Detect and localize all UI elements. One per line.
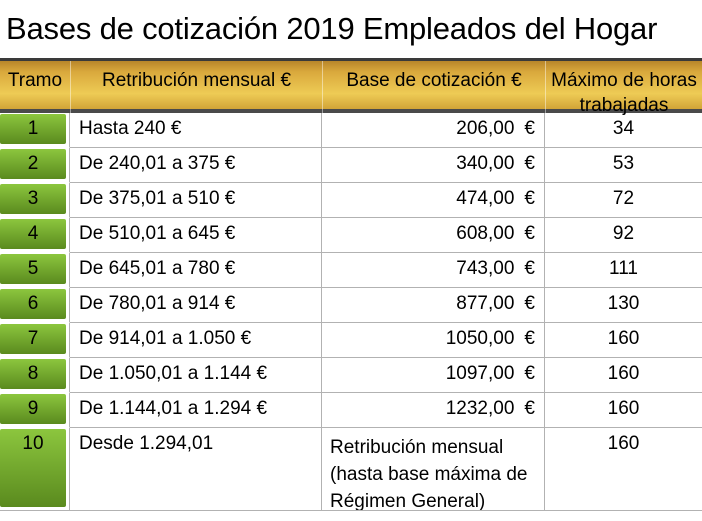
header-cell-tramo: Tramo — [7, 70, 63, 91]
table-header-row: Tramo Retribución mensual € Base de coti… — [0, 58, 702, 118]
base-cell: Retribución mensual (hasta base máxima d… — [322, 428, 545, 510]
retribucion-cell: De 1.050,01 a 1.144 € — [70, 358, 322, 393]
base-cell: 206,00 € — [322, 113, 545, 148]
euro-symbol: € — [524, 293, 535, 314]
base-cell: 340,00 € — [322, 148, 545, 183]
base-amount: 1097,00 — [445, 363, 515, 384]
horas-cell: 53 — [545, 148, 702, 183]
header-cell-retribucion: Retribución mensual € — [70, 61, 322, 118]
euro-symbol: € — [524, 258, 535, 279]
horas-cell: 72 — [545, 183, 702, 218]
retribucion-cell: De 1.144,01 a 1.294 € — [70, 393, 322, 428]
euro-symbol: € — [524, 153, 535, 174]
tramo-badge: 2 — [0, 149, 66, 179]
page-title: Bases de cotización 2019 Empleados del H… — [6, 11, 658, 46]
horas-cell: 34 — [545, 113, 702, 148]
tramo-badge: 1 — [0, 114, 66, 144]
tramo-badge: 6 — [0, 289, 66, 319]
base-amount: 743,00 — [456, 258, 515, 279]
tramo-badge: 7 — [0, 324, 66, 354]
tramo-badge: 4 — [0, 219, 66, 249]
tramo-badge: 3 — [0, 184, 66, 214]
tramo-cell: 2 — [0, 148, 70, 183]
retribucion-cell: Hasta 240 € — [70, 113, 322, 148]
tramo-cell: 5 — [0, 253, 70, 288]
header-cell-horas: Máximo de horas trabajadas — [545, 61, 702, 118]
base-amount: 474,00 — [456, 188, 515, 209]
horas-cell: 160 — [545, 358, 702, 393]
horas-cell: 92 — [545, 218, 702, 253]
tramo-cell: 9 — [0, 393, 70, 428]
tramo-cell: 8 — [0, 358, 70, 393]
tramo-cell: 1 — [0, 113, 70, 148]
tramo-badge: 10 — [0, 429, 66, 507]
table-body: 1 Hasta 240 € 206,00 € 34 2 De 240,01 a 3… — [0, 113, 702, 511]
base-amount: 608,00 — [456, 223, 515, 244]
cotizacion-table: Tramo Retribución mensual € Base de coti… — [0, 58, 702, 511]
horas-cell: 160 — [545, 393, 702, 428]
horas-cell: 111 — [545, 253, 702, 288]
retribucion-cell: Desde 1.294,01 — [70, 428, 322, 510]
horas-cell: 160 — [607, 433, 640, 454]
tramo-cell: 10 — [0, 428, 70, 510]
tramo-cell: 6 — [0, 288, 70, 323]
base-cell: 877,00 € — [322, 288, 545, 323]
euro-symbol: € — [524, 188, 535, 209]
tramo-cell: 7 — [0, 323, 70, 358]
retribucion-cell: De 510,01 a 645 € — [70, 218, 322, 253]
tramo-badge: 9 — [0, 394, 66, 424]
euro-symbol: € — [524, 398, 535, 419]
retribucion-cell: De 375,01 a 510 € — [70, 183, 322, 218]
base-cell: 743,00 € — [322, 253, 545, 288]
base-amount: 340,00 — [456, 153, 515, 174]
euro-symbol: € — [524, 328, 535, 349]
base-cell: 1050,00 € — [322, 323, 545, 358]
tramo-badge: 5 — [0, 254, 66, 284]
retribucion-cell: De 914,01 a 1.050 € — [70, 323, 322, 358]
euro-symbol: € — [524, 223, 535, 244]
retribucion-cell: De 780,01 a 914 € — [70, 288, 322, 323]
retribucion-cell: De 240,01 a 375 € — [70, 148, 322, 183]
base-amount: 1232,00 — [445, 398, 515, 419]
base-amount: 1050,00 — [445, 328, 515, 349]
horas-cell: 160 — [545, 323, 702, 358]
euro-symbol: € — [524, 118, 535, 139]
retribucion-cell: De 645,01 a 780 € — [70, 253, 322, 288]
tramo-cell: 3 — [0, 183, 70, 218]
header-cell-base: Base de cotización € — [322, 61, 545, 118]
tramo-cell: 4 — [0, 218, 70, 253]
base-cell: 1232,00 € — [322, 393, 545, 428]
base-amount: 206,00 — [456, 118, 515, 139]
base-amount: 877,00 — [456, 293, 515, 314]
horas-cell: 130 — [545, 288, 702, 323]
tramo-badge: 8 — [0, 359, 66, 389]
base-cell: 474,00 € — [322, 183, 545, 218]
base-cell: 608,00 € — [322, 218, 545, 253]
base-cell: 1097,00 € — [322, 358, 545, 393]
euro-symbol: € — [524, 363, 535, 384]
